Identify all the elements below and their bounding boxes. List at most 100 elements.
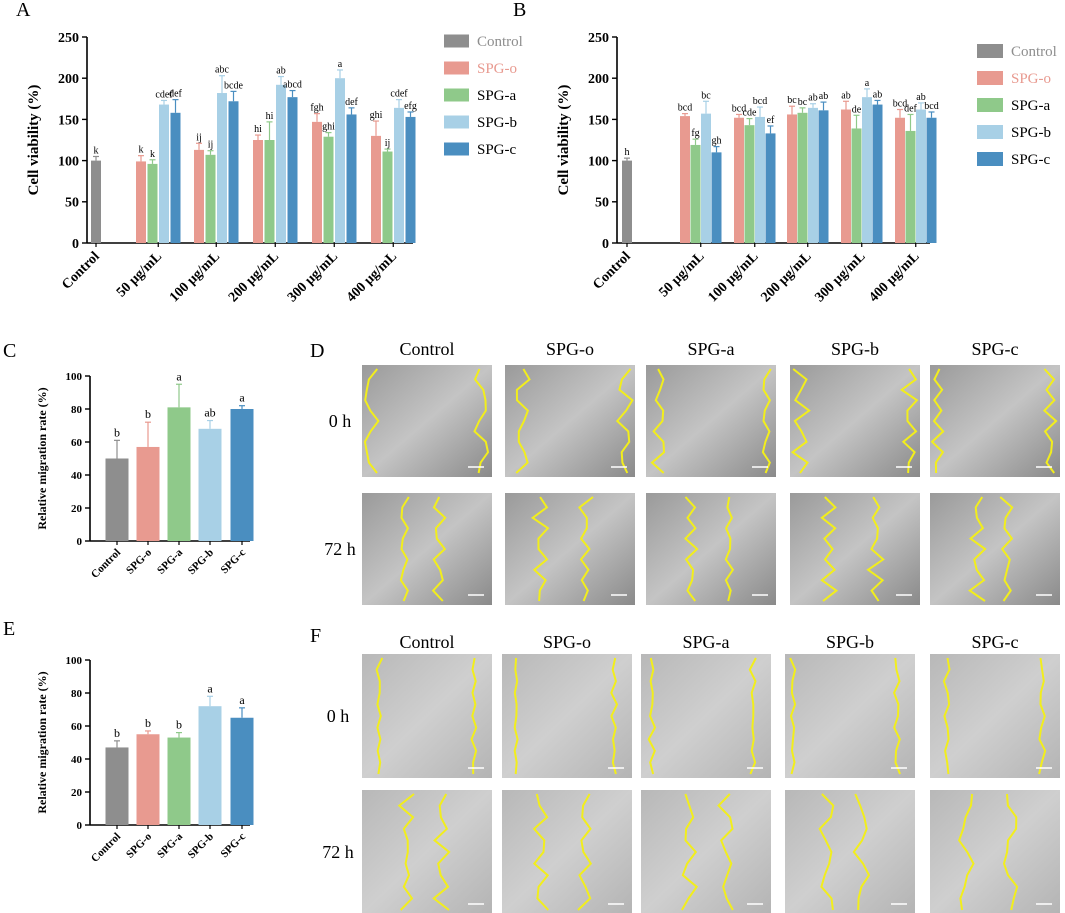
micrograph-image — [646, 365, 776, 477]
significance-label: abcd — [283, 80, 302, 91]
bar-spg-b — [701, 113, 711, 243]
legend-swatch — [977, 44, 1003, 58]
y-tick-label: 60 — [71, 437, 83, 449]
y-tick-label: 50 — [65, 196, 79, 211]
y-tick-label: 100 — [58, 155, 79, 170]
micrograph-image — [930, 365, 1060, 477]
bar-spg-c — [170, 112, 181, 243]
x-tick-label: Control — [590, 249, 634, 293]
bar-control — [91, 160, 101, 243]
bar-spg-a — [797, 112, 808, 243]
significance-label: a — [239, 391, 245, 405]
significance-label: bc — [798, 97, 808, 108]
micrographs-layer: D Control SPG-o SPG-a SPG-b SPG-c 0 h 72 h F Cont… — [310, 339, 1060, 913]
x-tick-label: SPG-b — [186, 547, 217, 578]
y-axis-title: Cell viability (%) — [26, 85, 42, 196]
legend-label: SPG-o — [1011, 71, 1051, 87]
legend-label: SPG-a — [1011, 98, 1051, 114]
legend-swatch — [977, 98, 1003, 112]
significance-label: fg — [691, 128, 699, 139]
bar-spg-a — [167, 737, 191, 825]
bar-spg-b — [276, 84, 286, 244]
bar-spg-b — [335, 78, 345, 243]
scratch-edge-right — [761, 368, 772, 474]
significance-label: def — [904, 103, 917, 114]
micrograph-image — [362, 365, 492, 477]
x-tick-label: 50 μg/mL — [114, 249, 165, 300]
significance-label: b — [114, 726, 120, 740]
legend-swatch — [444, 61, 469, 75]
micrograph-panel-f: F Control SPG-o SPG-a SPG-b SPG-c 0 h 72 h — [310, 625, 1060, 913]
significance-label: cdef — [155, 89, 173, 100]
bar-spg-c — [287, 97, 298, 243]
significance-label: bcd — [753, 96, 767, 107]
micrograph-background — [930, 654, 1060, 778]
scratch-edge-right — [473, 368, 490, 474]
panel-label: D — [310, 340, 324, 362]
bar-spg-c — [230, 717, 254, 825]
column-header: SPG-c — [971, 339, 1018, 359]
bar-spg-a — [382, 151, 393, 243]
micrograph-image — [646, 493, 776, 605]
y-tick-label: 250 — [58, 31, 79, 46]
scratch-edge-left — [399, 496, 410, 602]
bar-spg-o — [734, 117, 744, 243]
y-tick-label: 20 — [71, 503, 83, 515]
x-tick-label: 300 μg/mL — [285, 249, 341, 305]
y-tick-label: 50 — [595, 196, 609, 211]
scratch-edge-left — [820, 496, 839, 602]
bar-spg-b — [808, 107, 818, 243]
row-label: 72 h — [324, 539, 356, 559]
significance-label: b — [145, 407, 151, 421]
significance-label: bcd — [732, 103, 746, 114]
micrograph-background — [646, 493, 776, 605]
significance-label: ghi — [370, 110, 383, 121]
significance-label: bc — [701, 90, 711, 101]
x-tick-label: Control — [89, 547, 123, 581]
scratch-edge-left — [363, 368, 380, 474]
column-header: SPG-o — [543, 632, 591, 652]
y-axis-title: Cell viability (%) — [556, 85, 572, 196]
x-tick-label: SPG-a — [155, 830, 185, 860]
chart-panel-e: E 0 20 40 60 80 100 Relative migration rate (%)… — [3, 618, 254, 865]
legend-swatch — [444, 34, 469, 48]
micrograph-image — [641, 790, 771, 913]
micrograph-image — [930, 654, 1060, 778]
scratch-edge-left — [647, 657, 657, 775]
scratch-edge-right — [577, 793, 593, 911]
y-tick-label: 200 — [58, 72, 79, 87]
micrograph-background — [505, 493, 635, 605]
bar-control — [105, 747, 129, 825]
significance-label: a — [176, 369, 182, 383]
bar-spg-a — [690, 144, 701, 243]
bar-spg-a — [167, 407, 191, 541]
scratch-edge-right — [610, 657, 619, 775]
significance-label: a — [865, 78, 870, 89]
significance-label: hi — [254, 124, 262, 135]
scratch-edge-left — [957, 793, 975, 911]
panel-label: A — [16, 0, 31, 21]
y-tick-label: 250 — [588, 31, 609, 46]
legend-label: SPG-c — [477, 142, 517, 158]
significance-label: ghi — [322, 122, 335, 133]
panel-label: F — [310, 625, 321, 647]
micrograph-image — [502, 790, 632, 913]
bar-spg-a — [147, 163, 158, 243]
micrograph-background — [790, 493, 920, 605]
bar-spg-b — [862, 97, 872, 243]
micrograph-image — [505, 365, 635, 477]
legend-swatch — [977, 71, 1003, 85]
column-header: SPG-a — [687, 339, 734, 359]
x-tick-label: 400 μg/mL — [344, 249, 400, 305]
significance-label: ab — [276, 66, 285, 77]
scratch-edge-left — [942, 657, 951, 775]
scratch-edge-right — [470, 657, 478, 775]
scratch-edge-left — [818, 793, 835, 911]
significance-label: k — [139, 145, 144, 156]
bar-spg-c — [228, 101, 239, 243]
legend-label: SPG-b — [1011, 125, 1051, 141]
significance-label: abc — [215, 65, 229, 76]
significance-label: bcd — [893, 99, 907, 110]
bar-spg-a — [323, 136, 334, 243]
significance-label: bc — [787, 95, 797, 106]
